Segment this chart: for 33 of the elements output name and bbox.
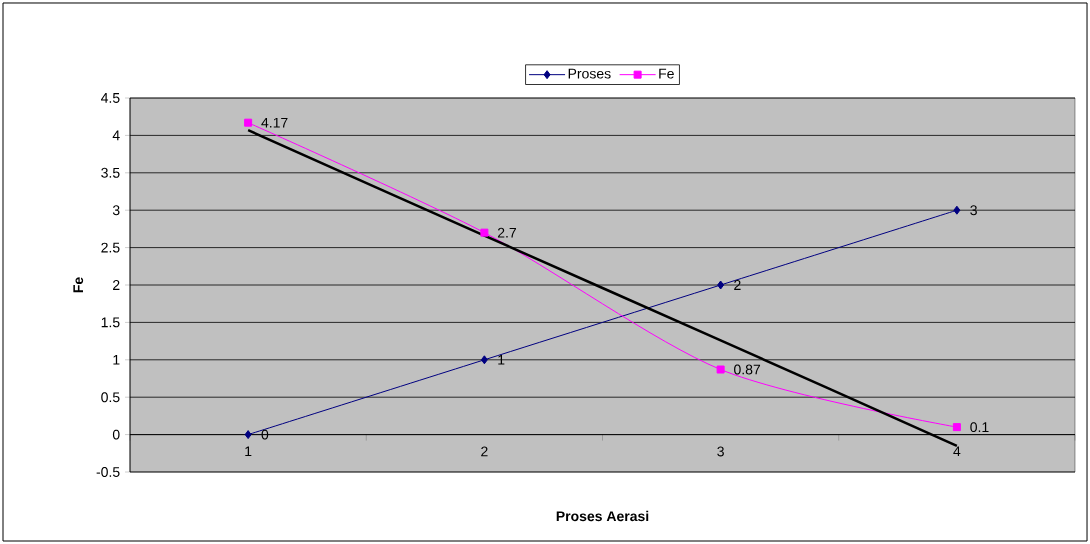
legend-label: Proses — [568, 68, 611, 79]
point — [244, 118, 253, 127]
y-tick-label: 3 — [112, 205, 120, 216]
legend-label: Fe — [659, 68, 674, 79]
y-tick-label: 2 — [113, 280, 120, 290]
x-tick-label: 3 — [717, 446, 724, 457]
y-tick-label: 3.5 — [101, 167, 120, 178]
y-tick-label: 0 — [112, 429, 120, 440]
point — [952, 423, 961, 432]
data-label: 2 — [734, 280, 741, 290]
y-axis-title: Fe — [73, 277, 84, 293]
x-tick-label: 4 — [953, 446, 961, 457]
y-tick-label: 2.5 — [101, 242, 120, 253]
y-tick-label: 0.5 — [101, 392, 120, 403]
point — [480, 228, 489, 237]
point — [244, 430, 252, 440]
y-tick-label: 4 — [112, 130, 120, 141]
y-tick-label: -0.5 — [96, 467, 120, 477]
x-tick-label: 1 — [245, 446, 252, 457]
y-tick-label: 1 — [113, 354, 120, 365]
point — [480, 355, 488, 365]
point — [717, 280, 725, 290]
data-label: 2.7 — [497, 227, 516, 238]
x-axis-title: Proses Aerasi — [556, 510, 649, 522]
point — [716, 365, 725, 374]
data-label: 0.87 — [734, 364, 761, 375]
data-label: 3 — [970, 205, 977, 216]
x-tick-label: 2 — [481, 446, 488, 457]
data-label: 0.1 — [970, 422, 989, 433]
y-tick-label: 4.5 — [101, 93, 120, 103]
y-tick-label: 1.5 — [101, 317, 120, 328]
point — [953, 205, 961, 215]
data-label: 4.17 — [261, 117, 288, 128]
